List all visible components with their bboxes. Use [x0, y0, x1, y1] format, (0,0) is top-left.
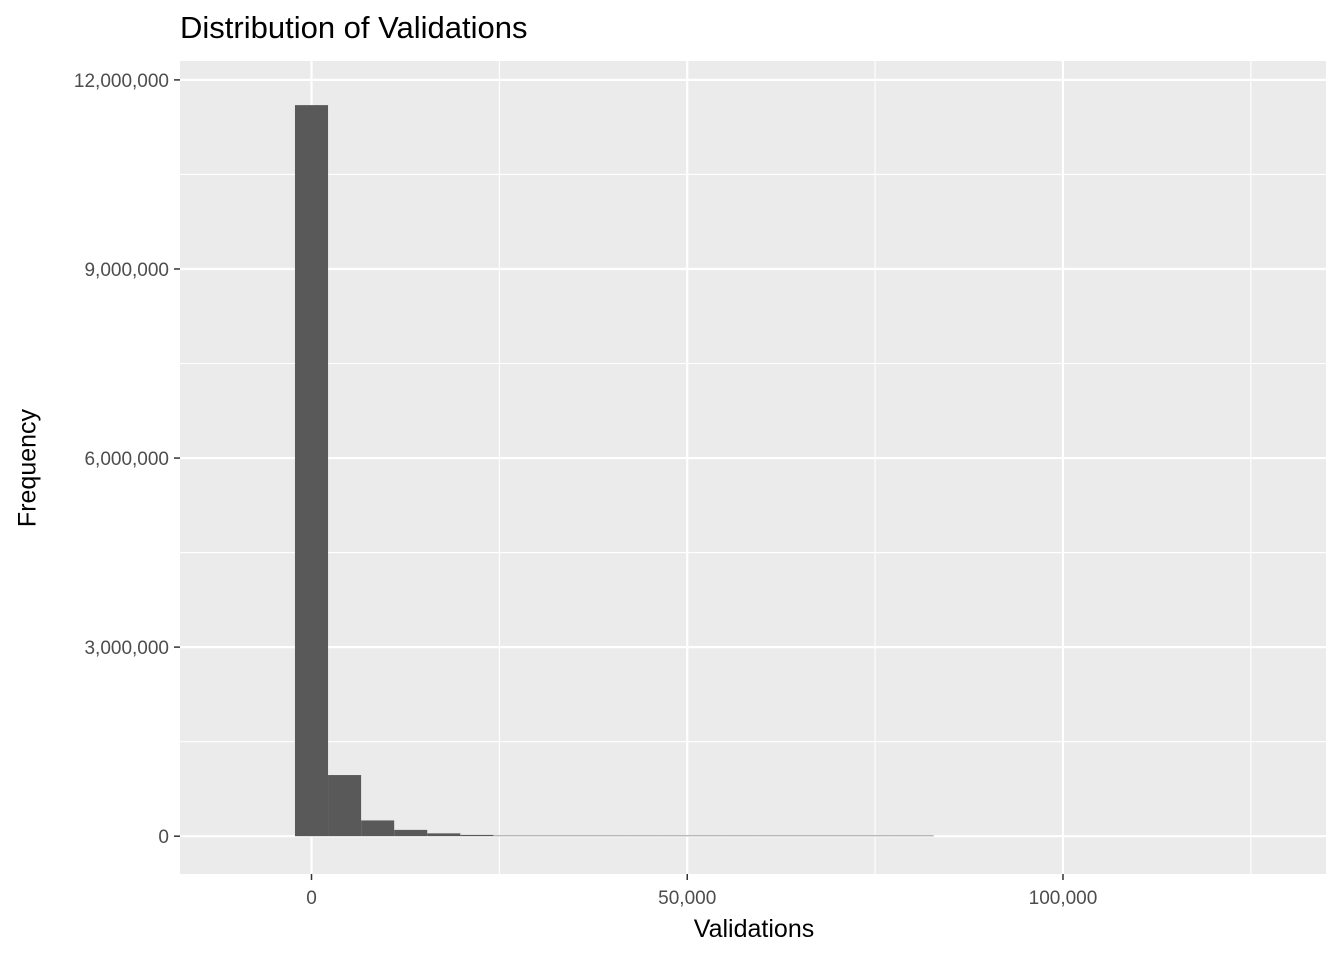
y-tick-label: 6,000,000: [84, 449, 169, 470]
y-tick-label: 9,000,000: [84, 260, 169, 281]
x-tick-label: 100,000: [1029, 888, 1098, 909]
histogram-bar: [790, 835, 825, 837]
y-tick-label: 0: [158, 827, 169, 848]
histogram-bar: [361, 820, 395, 837]
histogram-bar: [724, 835, 758, 837]
chart-title: Distribution of Validations: [180, 10, 528, 45]
histogram-bar: [890, 835, 924, 837]
x-axis-title: Validations: [693, 915, 815, 943]
histogram-bar: [294, 105, 329, 837]
y-tick-label: 3,000,000: [84, 638, 169, 659]
histogram-bar: [757, 835, 791, 837]
histogram-bar: [824, 835, 858, 837]
histogram-bar: [691, 835, 725, 837]
x-tick-label: 50,000: [658, 888, 716, 909]
histogram-bar: [625, 835, 659, 837]
histogram-bar: [559, 835, 593, 837]
histogram-bar: [592, 835, 626, 837]
histogram-bar: [493, 835, 527, 837]
y-tick-label: 12,000,000: [74, 71, 169, 92]
histogram-bar: [394, 829, 428, 837]
histogram-bar: [526, 835, 560, 837]
histogram-bar: [328, 775, 362, 837]
plot-panel: [180, 61, 1326, 874]
histogram-bar: [658, 835, 692, 837]
histogram-bar: [427, 833, 461, 837]
x-tick-label: 0: [306, 888, 317, 909]
histogram-bar: [857, 835, 891, 837]
histogram-bar: [460, 834, 494, 837]
histogram-bar: [923, 835, 934, 837]
